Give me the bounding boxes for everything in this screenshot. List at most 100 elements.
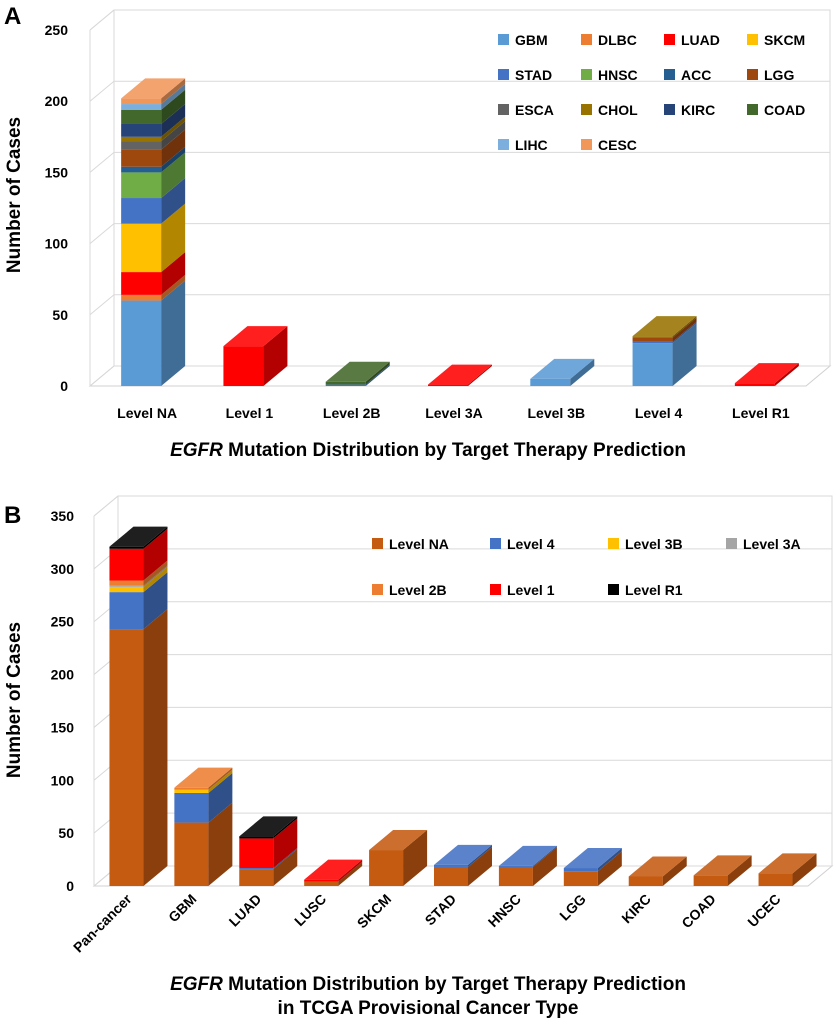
panel-b-legend-label-level-2b: Level 2B [389,582,447,598]
panel-b-bar-pan-cancer-level-na [109,629,144,886]
panel-b-bar-ucec-level-na-top [758,853,817,874]
panel-b-x-axis-title-line2: in TCGA Provisional Cancer Type [278,998,579,1019]
panel-a-bar-level-na-lgg [121,149,162,167]
panel-b-y-tick-label: 250 [51,614,75,630]
panel-b-bar-coad-level-na-side [727,855,752,886]
panel-b-bar-lgg-level-na [563,871,598,886]
panel-b-bar-luad-level-na-side [273,849,298,886]
panel-b-category-label: LUAD [226,891,265,930]
panel-b-legend-label-level-1: Level 1 [507,582,555,598]
panel-b-bar-stad-level-na-side [468,846,492,886]
panel-b-bar-gbm-level-4 [174,792,209,823]
panel-b-bar-kirc-level-na-side [662,856,687,886]
panel-a-category-label: Level 3B [527,405,585,421]
panel-b-bar-pan-cancer-level-r1-side [143,526,168,549]
panel-a-y-tick-label: 250 [45,22,69,38]
panel-b-bar-gbm-level-na [174,822,209,886]
panel-a-back-wall [113,9,831,367]
panel-a-legend-swatch-luad [664,34,675,45]
panel-b-bar-luad-level-r1-side [273,816,298,839]
panel-b-y-tick-label: 200 [51,667,75,683]
panel-b-legend-swatch-level-3b [608,538,619,549]
panel-b-bar-stad-level-4 [434,864,468,867]
panel-a-gridline [89,80,830,102]
panel-a-legend-label-lgg: LGG [764,67,794,83]
panel-a-legend-label-acc: ACC [681,67,711,83]
panel-a-bar-level-na-gbm-side [161,280,186,386]
panel-b-bar-gbm-level-2b-top [174,767,233,788]
panel-b-category-label: UCEC [744,891,783,930]
panel-a-y-axis-title: Number of Cases [4,117,25,273]
panel-a-legend-label-gbm: GBM [515,32,548,48]
panel-a-legend-label-lihc: LIHC [515,137,548,153]
panel-a-label: A [4,3,21,30]
panel-b-bar-hnsc-level-4-side [532,845,557,867]
panel-b-y-tick-label: 0 [66,878,74,894]
panel-b-bar-luad-level-r1 [239,836,274,839]
panel-a-category-label: Level 4 [635,405,683,421]
panel-a-x-axis-title: EGFR Mutation Distribution by Target The… [170,440,686,461]
panel-b-chart: B 0 50 100 150 200 250 300 350 Number of Cases Pan… [4,495,834,1019]
panel-b-y-tick-label: 50 [58,825,74,841]
panel-b-bar-pan-cancer-level-3a [109,585,144,587]
panel-b-category-label: Pan-cancer [70,890,135,955]
panel-b-bar-lusc-level-1-side [338,859,363,882]
panel-b-bar-coad-level-na-top [693,855,752,876]
panel-b-bar-luad-level-4-side [273,848,298,870]
panel-b-bar-hnsc-level-na-side [532,846,557,886]
panel-a-bar-level-na-cesc [121,98,162,105]
panel-b-y-tick-label: 300 [51,561,75,577]
panel-a-bar-level-4-lgg [632,337,673,342]
panel-b-bar-lgg-level-4 [563,868,598,872]
panel-b-bar-skcm-level-na-top [369,830,428,851]
panel-a-bar-level-na-kirc-side [161,103,186,137]
panel-a-category-label: Level NA [117,405,177,421]
panel-b-gridline [93,495,832,517]
panel-a-bar-level-na-cesc-top [121,78,186,99]
panel-a-bar-level-2b-stad [325,384,366,386]
panel-a-bar-level-3b-gbm-side [570,358,595,386]
panel-a-bar-level-na-dlbc [121,294,162,301]
panel-a-bar-level-3b-gbm [530,378,571,386]
panel-b-category-label: HNSC [485,891,524,930]
panel-a-bar-level-r1-luad-top [734,363,799,384]
panel-b-bar-luad-level-1 [239,838,274,869]
panel-b-bar-luad-level-1-side [273,818,298,869]
panel-a-legend-swatch-kirc [664,104,675,115]
panel-a-bar-level-na-chol [121,136,162,142]
panel-a-bar-level-na-coad [121,109,162,124]
panel-b-legend-label-level-r1: Level R1 [625,582,683,598]
panel-a-gridline [89,294,830,316]
panel-b-bar-pan-cancer-level-3a-side [143,565,168,587]
panel-b-bar-ucec-level-na [758,873,793,886]
panel-a-bar-level-na-skcm-side [161,203,186,273]
panel-a-bar-level-na-chol-side [161,116,186,142]
panel-b-category-label: GBM [165,891,199,925]
panel-b-bar-pan-cancer-level-1-side [143,528,168,581]
panel-b-bar-hnsc-level-na [498,866,533,886]
panel-a-bar-level-na-lihc-side [161,84,186,110]
panel-b-bar-stad-level-na [434,866,468,886]
panel-a-bar-level-na-acc [121,166,162,173]
panel-b-y-tick-label: 150 [51,719,75,735]
panel-a-bar-level-na-coad-side [161,89,186,124]
panel-b-bar-pan-cancer-level-2b [109,580,144,586]
panel-b-bar-hnsc-level-4 [498,865,533,867]
panel-a-category-label: Level 1 [226,405,274,421]
panel-a-legend-label-hnsc: HNSC [598,67,638,83]
panel-b-bar-gbm-level-2b-side [208,767,233,790]
panel-b-bar-pan-cancer-level-2b-side [143,560,168,586]
panel-a-legend-swatch-lihc [498,139,509,150]
panel-a-legend-swatch-gbm [498,34,509,45]
panel-b-bar-lgg-level-4-side [597,848,622,872]
panel-b-legend-swatch-level-4 [490,538,501,549]
panel-b-category-label: LGG [556,891,589,924]
panel-a-bar-level-1-luad-side [263,326,288,386]
panel-b-bar-pan-cancer-level-4-side [143,572,168,630]
panel-a-bar-level-r1-luad [734,383,775,386]
panel-b-legend-label-level-3a: Level 3A [743,536,801,552]
panel-b-bar-pan-cancer-level-3b [109,586,144,593]
panel-a-legend-swatch-dlbc [581,34,592,45]
panel-b-bar-pan-cancer-level-4 [109,592,144,630]
panel-a-legend-swatch-coad [747,104,758,115]
